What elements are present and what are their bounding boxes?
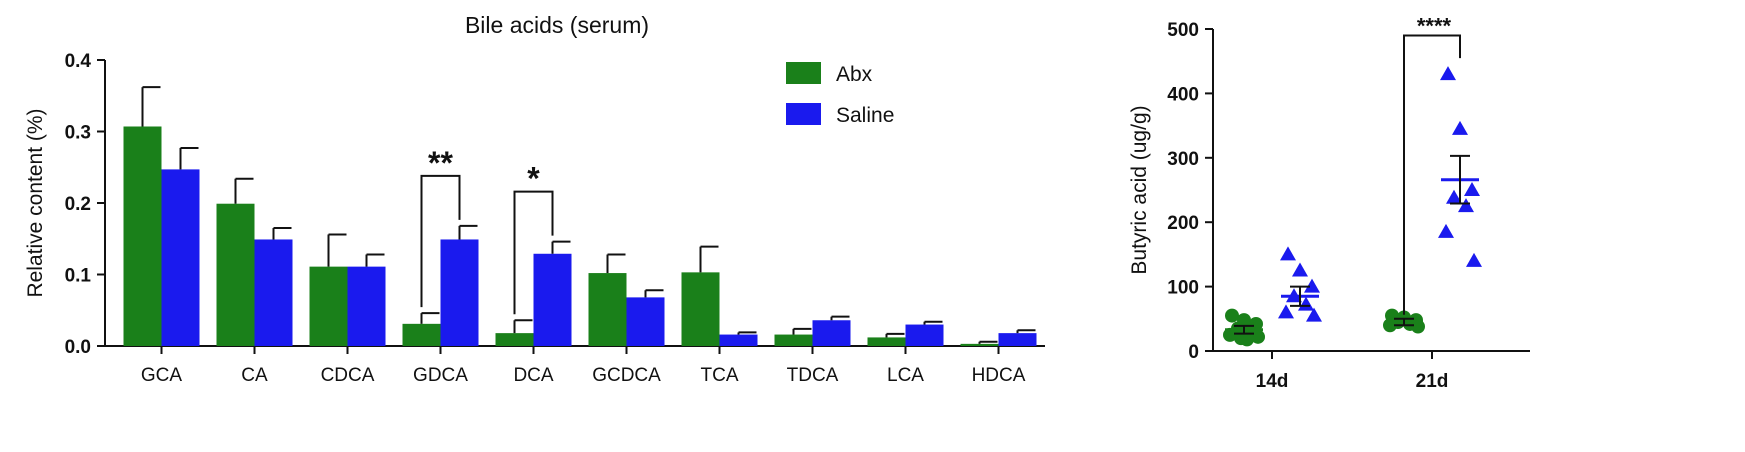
butyric-acid-dot-plot: Butyric acid (ug/g) 0 100 200 300 400 500 14d 21… [1128, 13, 1530, 392]
bar-abx-gcdca [588, 273, 627, 346]
x-tick-label: GCDCA [592, 365, 661, 386]
y-tick-label: 0.1 [65, 266, 92, 287]
x-tick-label: TDCA [787, 365, 839, 386]
y-tick-label: 0.2 [65, 194, 91, 215]
data-point-triangle [1298, 296, 1314, 311]
y-tick-label: 0.4 [65, 51, 92, 72]
x-tick-label: CDCA [321, 365, 375, 386]
data-point-triangle [1280, 246, 1296, 261]
significance-bracket [420, 174, 461, 308]
data-point-circle [1240, 332, 1254, 347]
data-point-circle [1225, 308, 1239, 323]
data-point-triangle [1438, 223, 1454, 238]
bar-saline-ca [254, 239, 293, 346]
y-axis-label: Relative content (%) [24, 108, 47, 297]
x-tick-label: TCA [701, 365, 739, 386]
significance-bracket [1403, 34, 1461, 315]
bar-saline-hdca [998, 333, 1037, 346]
x-tick-label: LCA [887, 365, 924, 386]
x-tick-label: GCA [141, 365, 183, 386]
bar-abx-lca [867, 337, 906, 346]
bile-acid-bar-chart: Bile acids (serum) Relative content (%) 0.… [24, 12, 1045, 386]
y-tick-label: 100 [1167, 278, 1199, 299]
y-tick-label: 0 [1188, 342, 1199, 363]
data-point-circle [1251, 329, 1265, 344]
bar-abx-gdca [402, 323, 441, 346]
bar-saline-gca [161, 169, 200, 346]
bar-saline-gcdca [626, 297, 665, 346]
bar-abx-tdca [774, 334, 813, 346]
bar-saline-dca [533, 253, 572, 346]
bar-abx-hdca [960, 343, 999, 346]
bar-abx-tca [681, 272, 720, 346]
data-point-triangle [1304, 278, 1320, 293]
y-tick-label: 300 [1167, 149, 1199, 170]
chart-title: Bile acids (serum) [465, 12, 649, 38]
legend-swatch-saline [786, 103, 821, 125]
y-tick-label: 0.0 [65, 337, 91, 358]
significance-stars: * [527, 161, 540, 197]
y-tick-label: 0.3 [65, 123, 91, 144]
bar-abx-gca [123, 126, 162, 347]
data-point-triangle [1466, 252, 1482, 267]
data-point-triangle [1440, 66, 1456, 81]
y-tick-label: 200 [1167, 213, 1199, 234]
significance-bracket [513, 190, 554, 315]
bar-saline-tdca [812, 320, 851, 346]
x-tick-label: HDCA [972, 365, 1026, 386]
data-point-triangle [1292, 262, 1308, 277]
x-tick-label: GDCA [413, 365, 468, 386]
bar-saline-cdca [347, 266, 386, 346]
data-point-triangle [1446, 189, 1462, 204]
x-tick-label: 21d [1416, 371, 1449, 392]
data-point-triangle [1464, 182, 1480, 196]
legend-swatch-abx [786, 62, 821, 84]
x-tick-label: CA [241, 365, 268, 386]
significance-stars: ** [428, 145, 453, 181]
bar-abx-cdca [309, 266, 348, 346]
bar-saline-lca [905, 324, 944, 346]
data-point-triangle [1452, 120, 1468, 135]
bar-abx-dca [495, 333, 534, 346]
legend-label-saline: Saline [836, 104, 894, 127]
data-point-triangle [1306, 307, 1322, 322]
x-tick-label: 14d [1256, 371, 1289, 392]
legend-label-abx: Abx [836, 63, 873, 86]
data-point-circle [1223, 327, 1237, 342]
bar-saline-gdca [440, 239, 479, 346]
bar-saline-tca [719, 334, 758, 346]
data-point-triangle [1278, 304, 1294, 319]
significance-stars: **** [1417, 13, 1452, 38]
y-axis-label: Butyric acid (ug/g) [1128, 105, 1151, 274]
bar-abx-ca [216, 203, 255, 346]
y-tick-label: 400 [1167, 84, 1199, 105]
y-tick-label: 500 [1167, 20, 1199, 41]
x-tick-label: DCA [513, 365, 553, 386]
data-point-triangle [1458, 198, 1474, 213]
